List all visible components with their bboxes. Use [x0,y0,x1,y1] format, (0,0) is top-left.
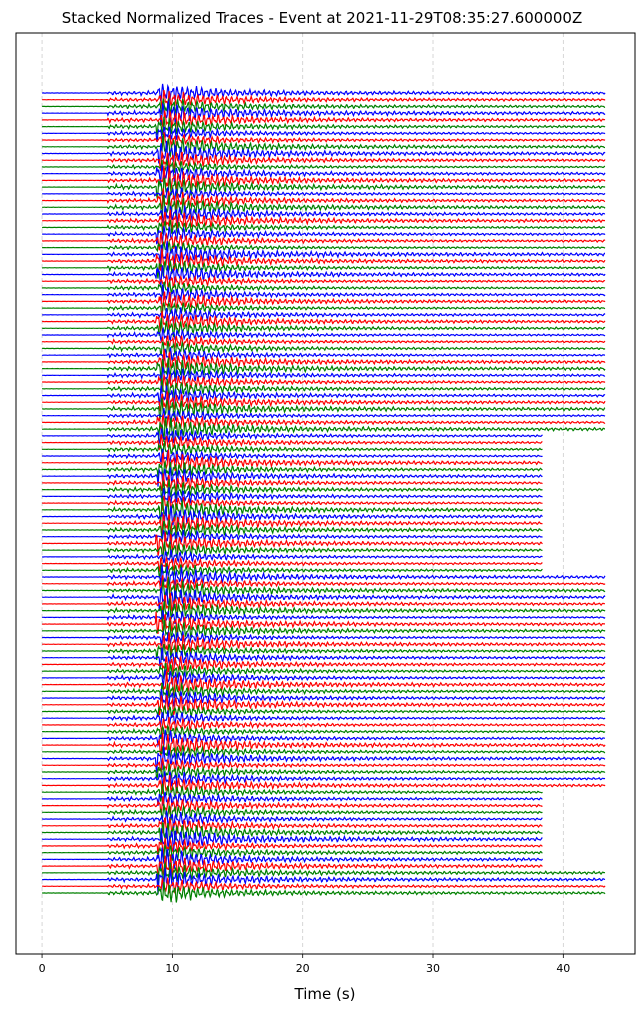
x-tick-label-40: 40 [556,962,570,975]
x-tick-label-20: 20 [296,962,310,975]
x-tick-label-30: 30 [426,962,440,975]
chart-title: Stacked Normalized Traces - Event at 202… [62,9,583,27]
x-tick-label-10: 10 [165,962,179,975]
x-axis-label: Time (s) [294,985,356,1003]
x-tick-label-0: 0 [39,962,46,975]
